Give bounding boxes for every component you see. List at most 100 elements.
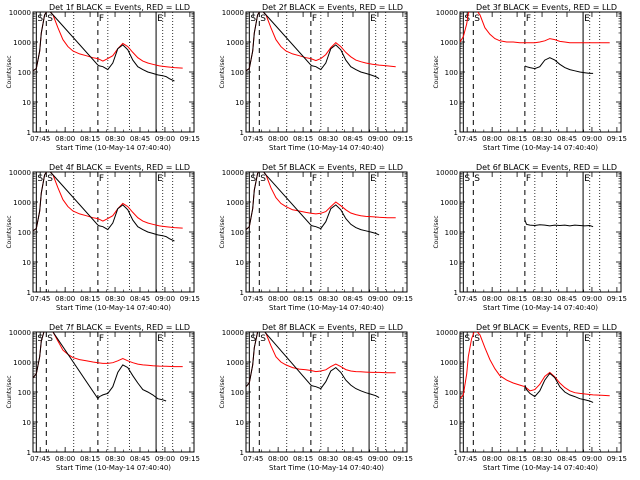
x-tick-label: 09:00: [368, 135, 388, 143]
x-tick-label: 08:30: [105, 455, 125, 463]
phase-marker-label: F: [312, 334, 317, 344]
x-tick-label: 08:00: [55, 455, 75, 463]
lld-series-line: [460, 12, 610, 44]
x-tick-label: 07:45: [243, 295, 263, 303]
phase-marker-label: F: [526, 174, 531, 184]
x-tick-label: 08:45: [130, 455, 150, 463]
phase-marker-label: S: [47, 334, 53, 344]
plot-frame: [459, 331, 622, 453]
phase-marker-label: S: [260, 174, 266, 184]
y-axis-label: Counts/sec: [433, 215, 440, 248]
y-tick-label: 10: [235, 419, 244, 427]
x-tick-label: 08:00: [55, 295, 75, 303]
phase-marker-label: S: [250, 174, 256, 184]
x-axis-label: Start Time (10-May-14 07:40:40): [56, 464, 171, 472]
x-tick-label: 09:15: [393, 455, 413, 463]
phase-marker-label: F: [312, 174, 317, 184]
x-tick-label: 09:15: [607, 455, 627, 463]
y-tick-label: 1000: [13, 39, 31, 47]
y-tick-label: 10000: [9, 169, 31, 177]
y-tick-label: 1000: [440, 39, 458, 47]
phase-marker-label: S: [474, 14, 480, 24]
y-axis-label: Counts/sec: [6, 215, 13, 248]
y-tick-label: 100: [445, 69, 458, 77]
chart-panel: 1 10 100 1000 10000 07:45 08:00 08:15 08:30 08:45…: [219, 323, 413, 472]
lld-series-line: [246, 332, 396, 388]
y-axis-label: Counts/sec: [433, 55, 440, 88]
y-tick-label: 10000: [9, 329, 31, 337]
x-axis-label: Start Time (10-May-14 07:40:40): [483, 144, 598, 152]
phase-marker-label: S: [260, 14, 266, 24]
phase-marker-label: E: [584, 174, 590, 184]
y-tick-label: 10000: [9, 9, 31, 17]
chart-panel: 1 10 100 1000 10000 07:45 08:00 08:15 08:30 08:45…: [6, 163, 200, 312]
x-tick-label: 08:45: [557, 135, 577, 143]
y-tick-label: 10000: [436, 169, 458, 177]
y-tick-label: 1: [240, 129, 244, 137]
x-tick-label: 09:00: [368, 295, 388, 303]
chart-title: Det 7f BLACK = Events, RED = LLD: [49, 323, 190, 332]
lld-series-line: [246, 172, 396, 230]
y-tick-label: 10: [449, 259, 458, 267]
phase-marker-label: S: [464, 174, 470, 184]
x-tick-label: 09:15: [393, 135, 413, 143]
x-axis-label: Start Time (10-May-14 07:40:40): [56, 304, 171, 312]
lld-series-line: [460, 332, 610, 400]
phase-marker-label: F: [526, 14, 531, 24]
chart-panel: 1 10 100 1000 10000 07:45 08:00 08:15 08:30 08:45…: [219, 163, 413, 312]
lld-series-line: [246, 12, 396, 72]
phase-marker-label: E: [157, 174, 163, 184]
phase-marker-label: S: [260, 334, 266, 344]
lld-series-line: [33, 332, 183, 379]
chart-panel: 1 10 100 1000 10000 07:45 08:00 08:15 08:30 08:45…: [6, 3, 200, 152]
y-tick-label: 100: [18, 229, 31, 237]
chart-title: Det 4f BLACK = Events, RED = LLD: [49, 163, 190, 172]
y-axis-label: Counts/sec: [219, 55, 226, 88]
chart-panel: 1 10 100 1000 10000 07:45 08:00 08:15 08:30 08:45…: [433, 3, 627, 152]
lld-series-line: [33, 172, 183, 232]
x-tick-label: 08:45: [130, 135, 150, 143]
chart-panel: 1 10 100 1000 10000 07:45 08:00 08:15 08:30 08:45…: [433, 163, 627, 312]
x-tick-label: 08:45: [130, 295, 150, 303]
phase-marker-label: S: [474, 334, 480, 344]
x-tick-label: 08:45: [557, 295, 577, 303]
y-tick-label: 10: [22, 259, 31, 267]
events-series-line: [246, 172, 380, 236]
plot-frame: [245, 331, 408, 453]
x-tick-label: 08:30: [105, 295, 125, 303]
x-tick-label: 08:00: [268, 455, 288, 463]
phase-marker-label: S: [37, 174, 43, 184]
x-tick-label: 08:45: [343, 295, 363, 303]
chart-panel: 1 10 100 1000 10000 07:45 08:00 08:15 08:30 08:45…: [219, 3, 413, 152]
y-tick-label: 1: [454, 129, 458, 137]
x-tick-label: 08:30: [318, 295, 338, 303]
y-tick-label: 1000: [226, 39, 244, 47]
phase-marker-label: S: [47, 174, 53, 184]
y-tick-label: 100: [445, 229, 458, 237]
phase-marker-label: S: [37, 14, 43, 24]
chart-title: Det 2f BLACK = Events, RED = LLD: [262, 3, 403, 12]
x-tick-label: 08:15: [293, 135, 313, 143]
chart-panel: 1 10 100 1000 10000 07:45 08:00 08:15 08:30 08:45…: [433, 323, 627, 472]
x-tick-label: 08:45: [343, 455, 363, 463]
x-tick-label: 08:00: [482, 455, 502, 463]
events-series-line: [524, 372, 594, 403]
x-tick-label: 08:15: [293, 295, 313, 303]
x-tick-label: 07:45: [243, 135, 263, 143]
x-tick-label: 09:00: [582, 135, 602, 143]
phase-marker-label: F: [526, 334, 531, 344]
chart-panel: 1 10 100 1000 10000 07:45 08:00 08:15 08:30 08:45…: [6, 323, 200, 472]
phase-marker-label: S: [464, 334, 470, 344]
y-tick-label: 10: [22, 419, 31, 427]
x-tick-label: 09:15: [393, 295, 413, 303]
y-tick-label: 1: [454, 289, 458, 297]
plot-frame: [245, 171, 408, 293]
y-tick-label: 1000: [440, 199, 458, 207]
phase-marker-label: S: [47, 14, 53, 24]
x-axis-label: Start Time (10-May-14 07:40:40): [483, 464, 598, 472]
x-tick-label: 08:15: [80, 135, 100, 143]
y-tick-label: 100: [231, 389, 244, 397]
events-series-line: [524, 219, 594, 228]
phase-marker-label: E: [370, 174, 376, 184]
